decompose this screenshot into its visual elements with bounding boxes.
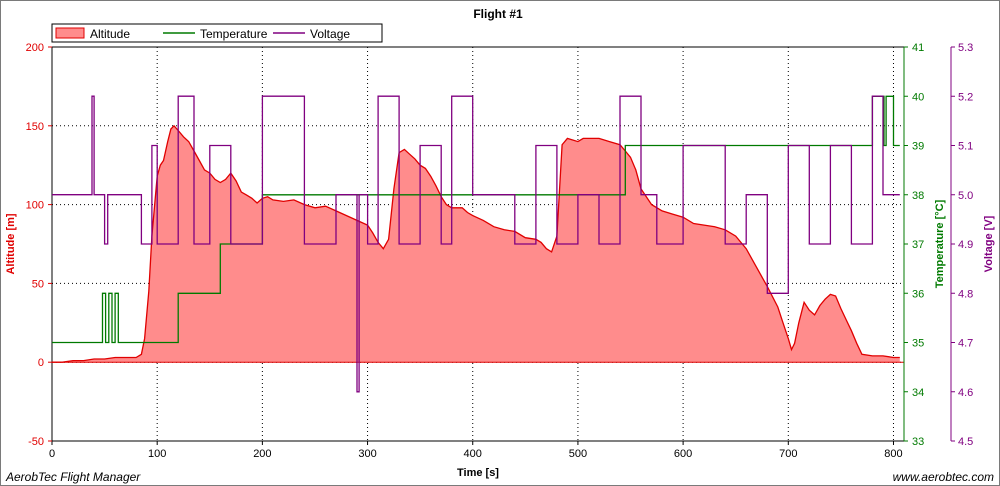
voltage-axis-title: Voltage [V] [983, 215, 995, 272]
altitude-tick-label: 200 [26, 42, 44, 54]
voltage-tick-label: 4.7 [958, 338, 973, 350]
legend-box [51, 23, 383, 43]
x-tick-label: 800 [884, 448, 902, 460]
series-voltage-line [52, 95, 900, 393]
altitude-tick-label: 150 [26, 121, 44, 133]
series-altitude-area [52, 125, 900, 363]
legend: Altitude Temperature Voltage [51, 23, 383, 43]
temperature-axis-title: Temperature [°C] [934, 199, 946, 288]
x-axis-title: Time [s] [457, 467, 499, 479]
chart-title: Flight #1 [473, 7, 523, 21]
series-temperature-line [52, 95, 900, 344]
x-tick-label: 600 [674, 448, 692, 460]
altitude-tick-label: 0 [38, 357, 44, 369]
voltage-tick-label: 4.5 [958, 436, 973, 448]
voltage-tick-label: 5.3 [958, 42, 973, 54]
temperature-tick-label: 41 [912, 42, 924, 54]
voltage-tick-label: 4.8 [958, 288, 973, 300]
series-altitude-line [52, 124, 900, 363]
footer-app-name: AerobTec Flight Manager [5, 470, 141, 484]
x-tick-label: 700 [779, 448, 797, 460]
temperature-tick-label: 39 [912, 141, 924, 153]
temperature-tick-label: 37 [912, 239, 924, 251]
x-tick-label: 400 [464, 448, 482, 460]
voltage-tick-label: 5.1 [958, 141, 973, 153]
legend-label-altitude: Altitude [90, 27, 130, 41]
series-layer [52, 95, 904, 393]
altitude-tick-label: -50 [28, 436, 44, 448]
temperature-tick-label: 33 [912, 436, 924, 448]
temperature-tick-label: 34 [912, 387, 924, 399]
legend-label-temperature: Temperature [200, 27, 268, 41]
voltage-tick-label: 5.0 [958, 190, 973, 202]
x-tick-label: 100 [148, 448, 166, 460]
voltage-tick-label: 4.6 [958, 387, 973, 399]
axes-layer: 0 100 200 300 400 500 600 700 800 -50 0 50 100 150 200… [26, 42, 974, 460]
voltage-tick-label: 5.2 [958, 91, 973, 103]
x-tick-label: 200 [253, 448, 271, 460]
temperature-tick-label: 38 [912, 190, 924, 202]
legend-label-voltage: Voltage [310, 27, 350, 41]
temperature-tick-label: 40 [912, 91, 924, 103]
voltage-tick-label: 4.9 [958, 239, 973, 251]
temperature-tick-label: 36 [912, 288, 924, 300]
altitude-tick-label: 100 [26, 200, 44, 212]
footer-website: www.aerobtec.com [893, 470, 994, 484]
x-tick-label: 0 [49, 448, 55, 460]
x-tick-label: 500 [569, 448, 587, 460]
altitude-axis-title: Altitude [m] [5, 213, 17, 274]
x-tick-label: 300 [358, 448, 376, 460]
altitude-tick-label: 50 [32, 278, 44, 290]
temperature-tick-label: 35 [912, 338, 924, 350]
legend-swatch-altitude [55, 27, 85, 39]
